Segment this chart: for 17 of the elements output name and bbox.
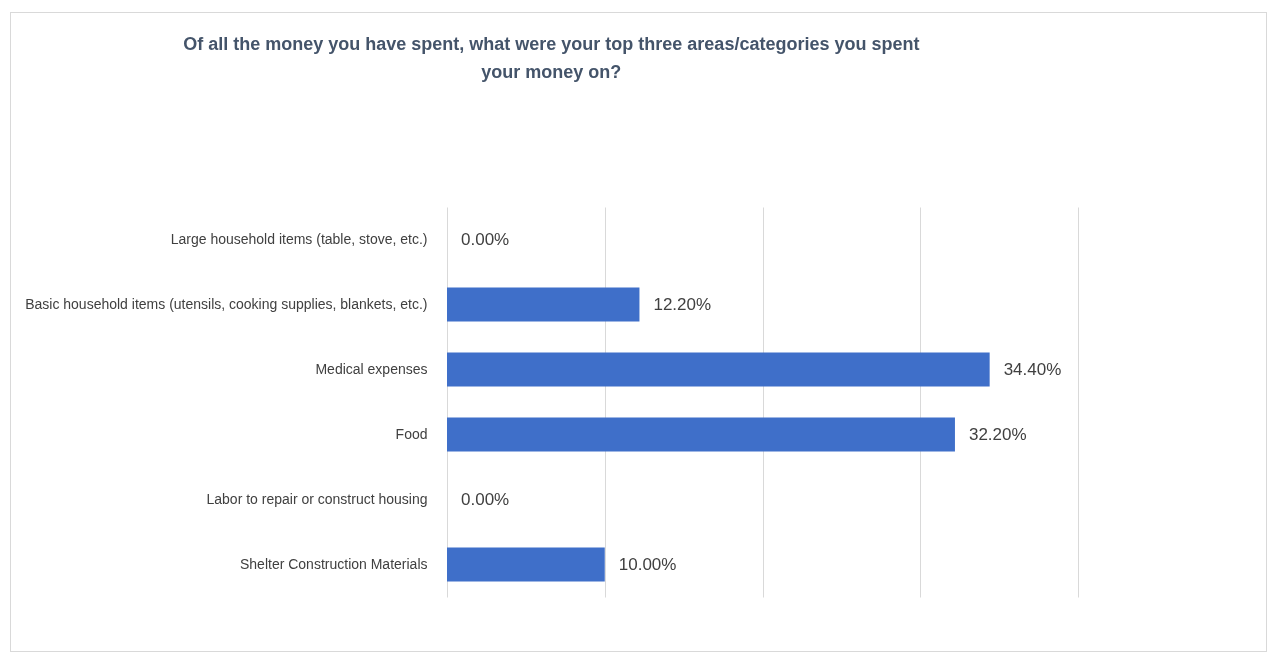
y-tick-label: Large household items (table, stove, etc.) bbox=[170, 230, 428, 247]
y-tick-label: Labor to repair or construct housing bbox=[206, 490, 428, 507]
data-label: 34.40% bbox=[1003, 359, 1062, 379]
bar bbox=[447, 547, 605, 582]
bar bbox=[447, 417, 955, 452]
bar bbox=[447, 287, 640, 322]
bar bbox=[447, 352, 990, 387]
y-tick-label: Shelter Construction Materials bbox=[239, 555, 428, 572]
chart-title: Of all the money you have spent, what were your top three areas/categories you spent your money on? bbox=[183, 34, 920, 82]
y-tick-label: Food bbox=[395, 425, 428, 442]
data-label: 12.20% bbox=[653, 294, 712, 314]
y-tick-label: Basic household items (utensils, cooking supplies, blankets, etc.) bbox=[25, 295, 428, 312]
data-label: 32.20% bbox=[968, 424, 1027, 444]
y-tick-label: Medical expenses bbox=[315, 360, 428, 377]
data-label: 10.00% bbox=[618, 554, 677, 574]
data-label: 0.00% bbox=[461, 489, 510, 509]
data-label: 0.00% bbox=[461, 229, 510, 249]
